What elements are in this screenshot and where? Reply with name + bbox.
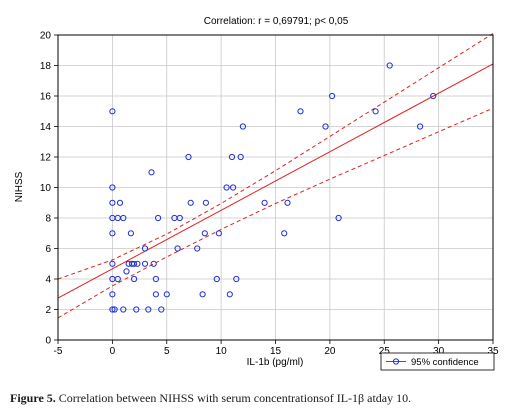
data-point bbox=[187, 199, 194, 206]
data-point bbox=[185, 153, 192, 161]
data-point bbox=[152, 275, 159, 283]
x-axis-ticks: -5 0 5 10 15 20 25 30 35 bbox=[54, 340, 499, 357]
y-tick-label: 2 bbox=[45, 305, 51, 316]
y-tick-label: 20 bbox=[40, 31, 52, 42]
y-axis-ticks: 0 2 4 6 8 10 12 14 16 18 20 bbox=[40, 31, 58, 347]
data-point bbox=[226, 291, 233, 298]
y-tick-label: 0 bbox=[45, 336, 51, 347]
data-point bbox=[233, 275, 240, 283]
y-tick-label: 18 bbox=[40, 61, 52, 72]
data-point bbox=[202, 199, 209, 206]
data-point bbox=[430, 92, 437, 100]
data-point bbox=[148, 169, 155, 176]
y-tick-label: 4 bbox=[45, 275, 51, 286]
data-point bbox=[114, 275, 121, 283]
confidence-bands bbox=[57, 33, 494, 319]
y-tick-label: 14 bbox=[40, 122, 52, 133]
x-tick-label: 25 bbox=[379, 346, 391, 357]
data-point bbox=[372, 108, 379, 115]
data-point bbox=[213, 275, 220, 283]
grid-lines bbox=[58, 35, 493, 340]
data-point bbox=[134, 260, 141, 267]
data-point bbox=[141, 245, 149, 252]
y-tick-label: 6 bbox=[45, 244, 51, 255]
data-point bbox=[201, 230, 208, 237]
x-axis-label: IL-1b (pg/ml) bbox=[247, 357, 304, 368]
data-point bbox=[109, 199, 116, 206]
y-tick-label: 16 bbox=[40, 92, 52, 103]
x-tick-label: 15 bbox=[270, 346, 282, 357]
x-tick-label: 30 bbox=[433, 346, 445, 357]
data-point bbox=[109, 230, 116, 237]
data-point bbox=[155, 214, 162, 222]
data-point bbox=[141, 260, 149, 267]
data-point bbox=[322, 123, 329, 130]
data-point bbox=[109, 184, 116, 191]
y-tick-label: 8 bbox=[45, 214, 51, 225]
data-point bbox=[335, 214, 342, 222]
confidence-lower-line bbox=[57, 107, 494, 319]
caption-text: Correlation between NIHSS with serum con… bbox=[56, 391, 411, 405]
data-point bbox=[127, 230, 134, 237]
x-tick-label: 35 bbox=[487, 346, 499, 357]
figure-caption: Figure 5. Correlation between NIHSS with… bbox=[10, 391, 411, 405]
y-tick-label: 12 bbox=[40, 153, 52, 164]
data-point bbox=[123, 268, 130, 275]
data-point bbox=[329, 92, 336, 100]
chart-title: Correlation: r = 0,69791; p< 0,05 bbox=[204, 16, 349, 27]
data-point bbox=[111, 306, 118, 313]
data-point bbox=[150, 260, 157, 267]
data-point bbox=[386, 62, 393, 69]
data-point bbox=[109, 291, 116, 298]
data-point bbox=[131, 260, 138, 267]
data-point bbox=[417, 123, 424, 130]
x-tick-label: 20 bbox=[324, 346, 336, 357]
legend-box bbox=[380, 352, 495, 371]
y-tick-label: 10 bbox=[40, 183, 52, 194]
data-point bbox=[152, 291, 159, 298]
data-point bbox=[239, 123, 246, 130]
legend-point-sample bbox=[392, 358, 400, 365]
y-axis-label: NIHSS bbox=[14, 171, 25, 202]
data-point bbox=[174, 245, 181, 252]
x-tick-label: -5 bbox=[54, 346, 63, 357]
data-point bbox=[228, 153, 236, 161]
data-point bbox=[281, 230, 288, 237]
data-points bbox=[109, 62, 437, 313]
data-point bbox=[163, 291, 170, 298]
data-point bbox=[133, 306, 140, 313]
regression-fit bbox=[57, 63, 494, 299]
data-point bbox=[215, 230, 222, 237]
legend: 95% confidence bbox=[380, 352, 495, 371]
data-point bbox=[297, 108, 304, 115]
caption-label: Figure 5. bbox=[10, 391, 56, 405]
data-point bbox=[131, 275, 138, 283]
data-point bbox=[176, 214, 183, 222]
data-point bbox=[109, 306, 116, 313]
data-point bbox=[223, 184, 230, 191]
x-tick-label: 10 bbox=[216, 346, 228, 357]
confidence-upper-line bbox=[57, 33, 494, 280]
data-point bbox=[109, 108, 116, 115]
data-point bbox=[116, 199, 124, 206]
data-point bbox=[158, 306, 165, 313]
data-point bbox=[120, 306, 127, 313]
data-point bbox=[261, 199, 268, 206]
data-point bbox=[194, 245, 201, 252]
data-point bbox=[145, 306, 152, 313]
x-tick-label: 0 bbox=[110, 346, 116, 357]
x-tick-label: 5 bbox=[164, 346, 170, 357]
data-point bbox=[284, 199, 291, 206]
data-point bbox=[230, 184, 237, 191]
data-point bbox=[237, 153, 244, 161]
legend-label: 95% confidence bbox=[411, 357, 479, 368]
regression-line bbox=[57, 63, 494, 299]
data-point bbox=[199, 291, 206, 298]
data-point bbox=[109, 260, 116, 267]
data-point bbox=[120, 214, 127, 222]
